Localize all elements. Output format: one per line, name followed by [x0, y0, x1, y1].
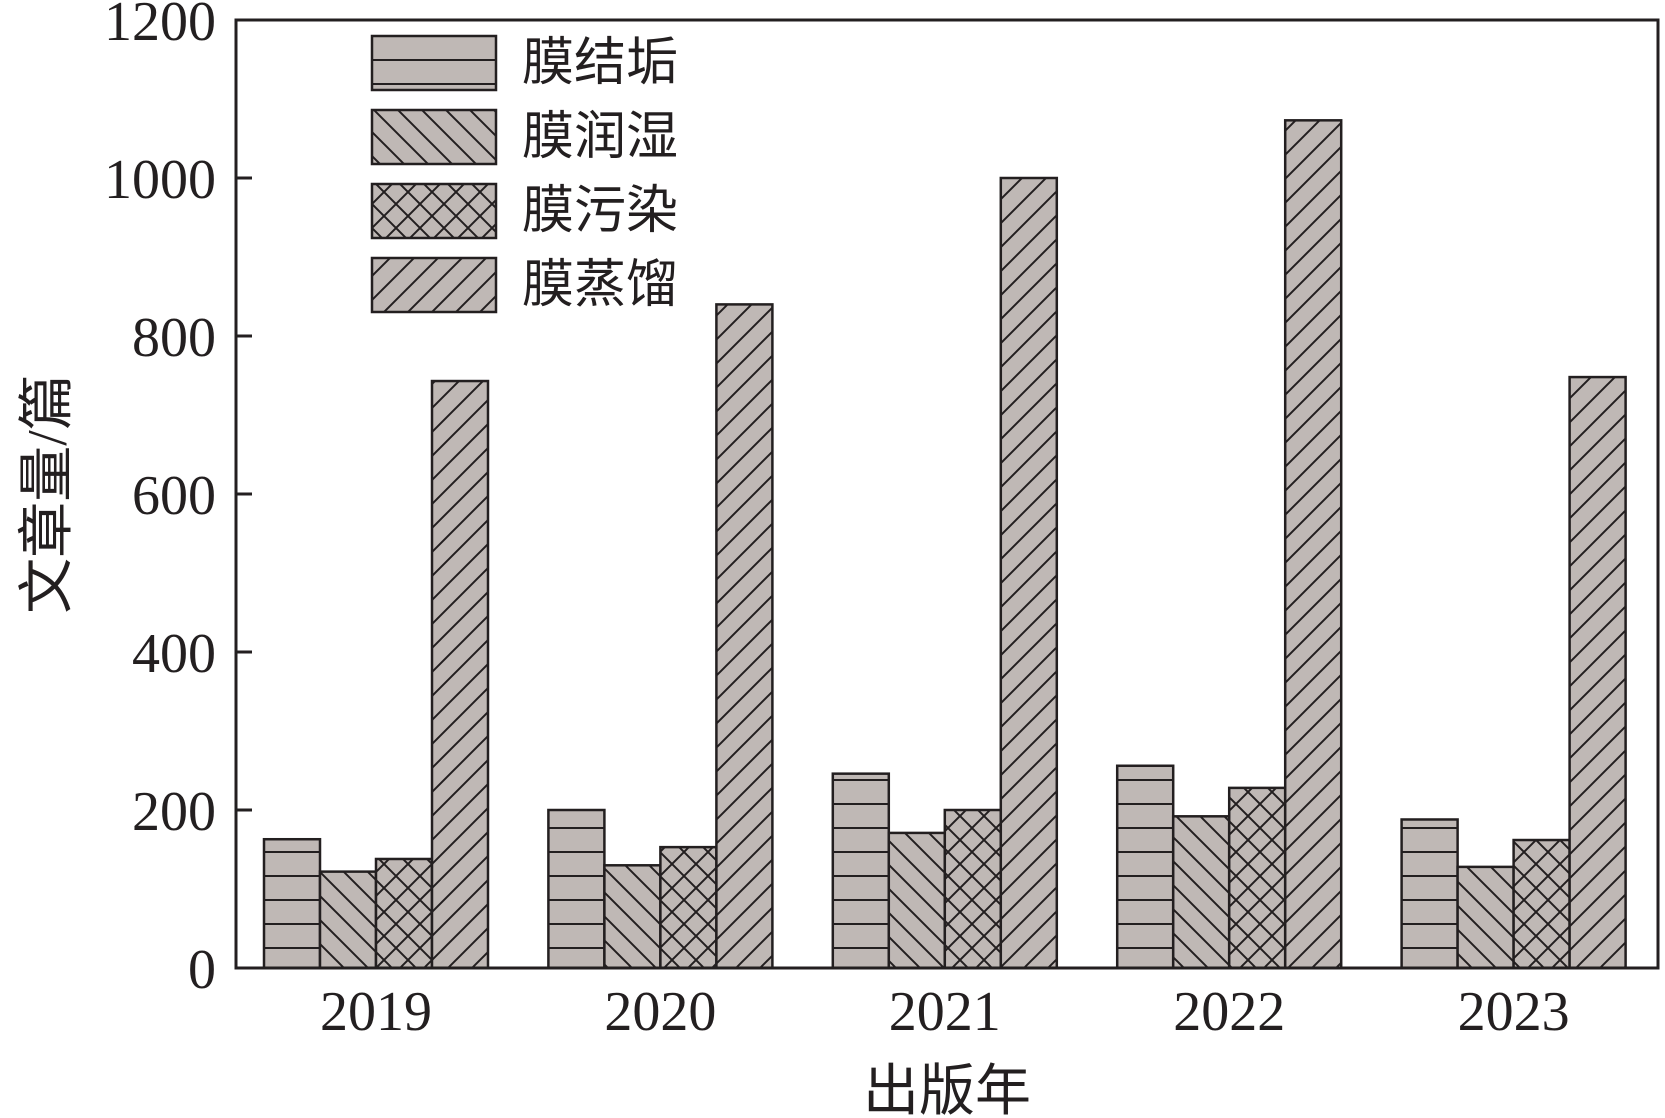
x-tick-label: 2020	[604, 981, 716, 1043]
y-tick-label: 1200	[104, 0, 216, 53]
bar-forwardslash-2021	[999, 176, 1059, 970]
bar-cross-2019	[374, 857, 434, 970]
y-tick-label: 800	[132, 307, 216, 369]
y-tick-label: 1000	[104, 149, 216, 211]
bar-cross-2021	[943, 808, 1003, 970]
bar-forwardslash-2023	[1568, 375, 1627, 970]
bar-horizontal-2021	[831, 772, 891, 970]
bar-backslash-2021	[887, 831, 947, 970]
y-tick-label: 0	[188, 939, 216, 1001]
bar-cross-2022	[1227, 786, 1287, 970]
legend-swatch-forwardslash	[370, 256, 498, 314]
y-axis: 0 200 400 600 800 1000 1200	[104, 0, 252, 1001]
bar-backslash-2022	[1171, 815, 1231, 970]
legend-label: 膜润湿	[522, 109, 678, 166]
y-axis-title: 文章量/篇	[17, 374, 79, 614]
x-tick-label: 2021	[889, 981, 1001, 1043]
x-tick-label: 2019	[320, 981, 432, 1043]
legend-label: 膜蒸馏	[522, 257, 678, 314]
legend-swatch-backslash	[370, 108, 498, 166]
y-tick-label: 600	[132, 465, 216, 527]
bar-cross-2020	[659, 845, 718, 970]
x-tick-label: 2023	[1458, 981, 1570, 1043]
bar-group	[262, 119, 1627, 970]
x-axis-title: 出版年	[863, 1061, 1031, 1118]
bar-forwardslash-2022	[1283, 119, 1343, 970]
bar-cross-2023	[1512, 838, 1571, 970]
x-tick-label: 2022	[1173, 981, 1285, 1043]
legend-label: 膜结垢	[522, 35, 678, 92]
bar-backslash-2023	[1456, 865, 1515, 970]
bar-horizontal-2019	[262, 837, 322, 970]
bar-backslash-2019	[318, 870, 378, 970]
bar-backslash-2020	[603, 864, 662, 970]
legend-label: 膜污染	[522, 183, 678, 240]
bar-horizontal-2022	[1115, 764, 1175, 970]
bar-forwardslash-2019	[430, 379, 490, 970]
legend-swatch-cross	[370, 182, 498, 240]
bar-forwardslash-2020	[715, 303, 774, 970]
x-axis: 2019 2020 2021 2022 2023	[320, 981, 1570, 1043]
y-tick-label: 400	[132, 623, 216, 685]
y-tick-label: 200	[132, 781, 216, 843]
legend-swatch-horizontal	[370, 34, 498, 92]
bar-horizontal-2023	[1400, 818, 1459, 970]
bar-horizontal-2020	[547, 808, 606, 970]
